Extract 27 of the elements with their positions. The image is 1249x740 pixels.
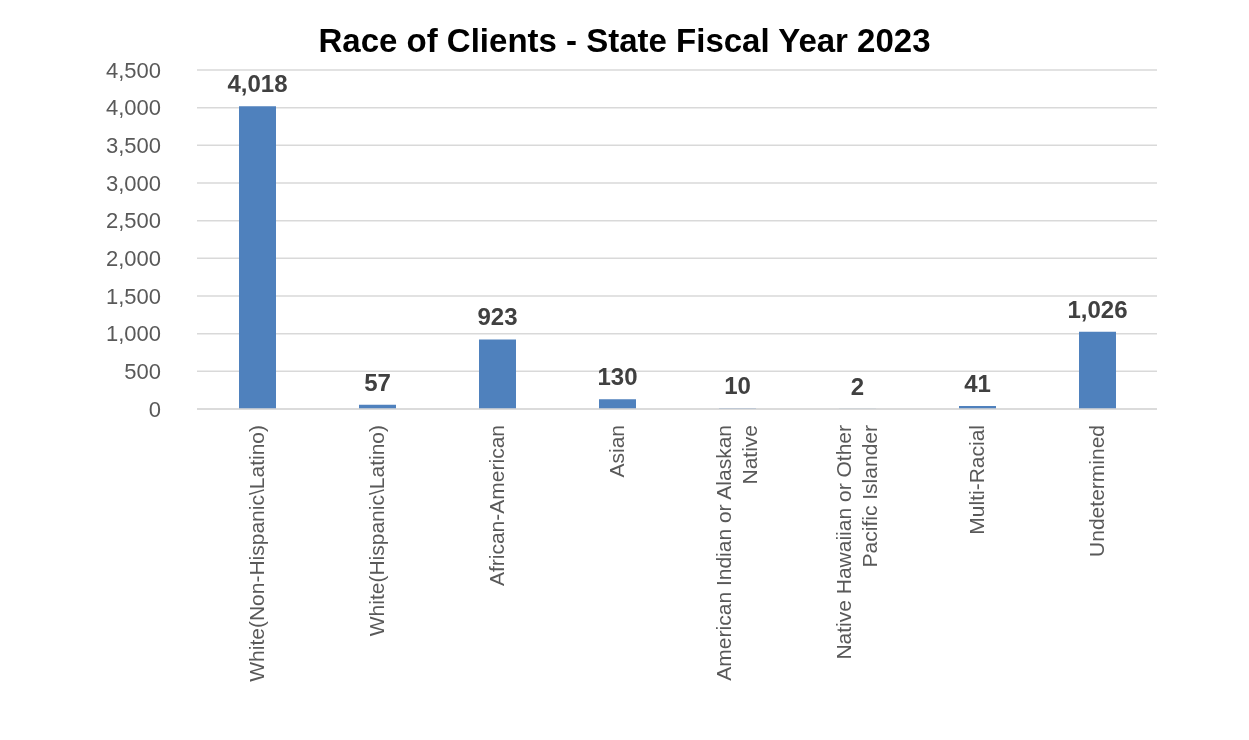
y-tick-label: 1,000 xyxy=(105,321,161,347)
data-label: 57 xyxy=(364,368,391,396)
x-tick-label: African-American xyxy=(485,425,508,587)
y-tick-label: 0 xyxy=(148,396,161,422)
x-tick-label: American Indian or Alaskan Native xyxy=(712,425,761,681)
y-tick-label: 3,000 xyxy=(105,170,161,196)
data-label: 130 xyxy=(597,363,638,391)
data-label: 2 xyxy=(850,372,865,400)
y-tick-label: 3,500 xyxy=(105,133,161,159)
y-tick-label: 1,500 xyxy=(105,283,161,309)
y-tick-label: 4,000 xyxy=(105,95,161,121)
y-tick-label: 2,500 xyxy=(105,208,161,234)
y-tick-label: 500 xyxy=(124,359,161,385)
y-tick-label: 4,500 xyxy=(105,57,161,83)
data-label: 10 xyxy=(724,372,751,400)
x-tick-label: Undetermined xyxy=(1085,425,1108,557)
x-tick-label: Native Hawaiian or Other Pacific Islander xyxy=(832,425,881,660)
data-label: 41 xyxy=(964,369,991,397)
data-label: 4,018 xyxy=(227,70,288,98)
chart-title: Race of Clients - State Fiscal Year 2023 xyxy=(318,22,931,59)
data-label: 1,026 xyxy=(1067,295,1128,323)
x-tick-label: White(Non-Hispanic\Latino) xyxy=(245,425,268,682)
x-tick-label: Multi-Racial xyxy=(965,425,988,535)
y-tick-label: 2,000 xyxy=(105,246,161,272)
x-tick-label: White(Hispanic\Latino) xyxy=(365,425,388,637)
x-tick-label: Asian xyxy=(605,425,628,478)
data-label: 923 xyxy=(477,303,518,331)
